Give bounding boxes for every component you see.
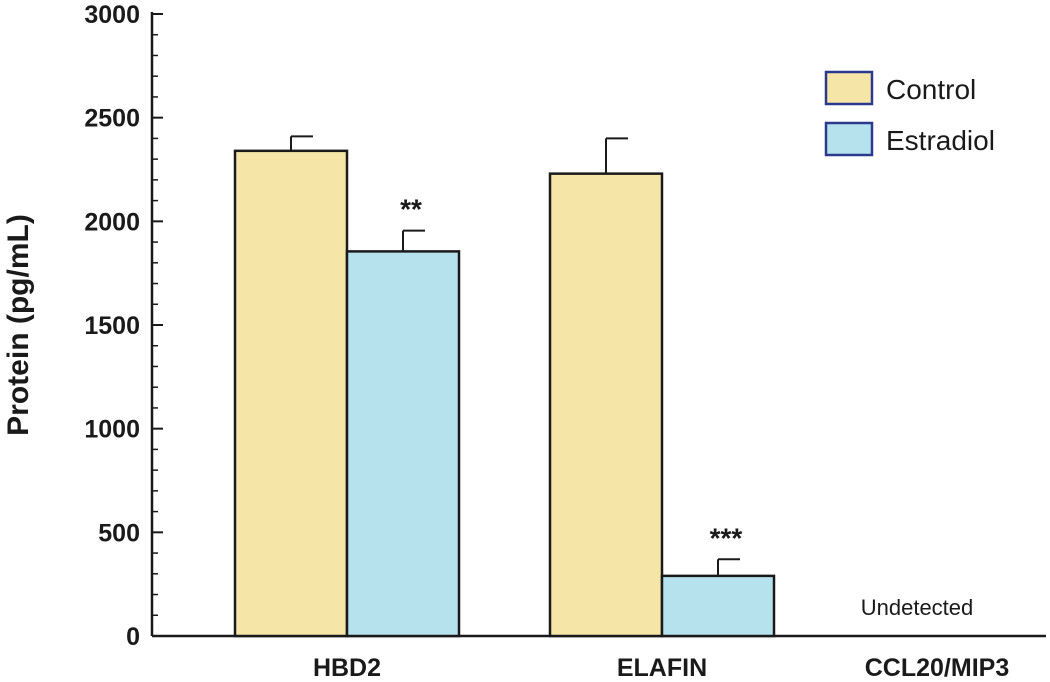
y-tick-label: 0	[126, 623, 140, 651]
y-tick-label: 2500	[84, 105, 140, 133]
x-category-label: HBD2	[313, 654, 381, 682]
bar-control	[233, 149, 349, 638]
y-tick-label: 1000	[84, 416, 140, 444]
significance-marker: ***	[710, 522, 743, 553]
legend-label: Control	[886, 74, 976, 105]
x-category-label: ELAFIN	[617, 654, 707, 682]
y-tick-label: 2000	[84, 208, 140, 236]
y-tick-label: 3000	[84, 1, 140, 29]
legend-swatch-estradiol	[824, 121, 874, 157]
y-axis-title: Protein (pg/mL)	[2, 214, 35, 436]
bar-control	[548, 172, 664, 638]
undetected-note: Undetected	[861, 595, 974, 620]
y-tick-label: 500	[98, 519, 140, 547]
bar-estradiol	[660, 574, 776, 638]
significance-marker: **	[400, 194, 422, 225]
bar-estradiol	[345, 250, 461, 638]
x-category-label: CCL20/MIP3	[865, 654, 1009, 682]
legend-label: Estradiol	[886, 125, 995, 156]
y-tick-label: 1500	[84, 312, 140, 340]
plot-area: 050010001500200025003000*****UndetectedH…	[84, 1, 1046, 682]
legend-swatch-control	[824, 70, 874, 106]
